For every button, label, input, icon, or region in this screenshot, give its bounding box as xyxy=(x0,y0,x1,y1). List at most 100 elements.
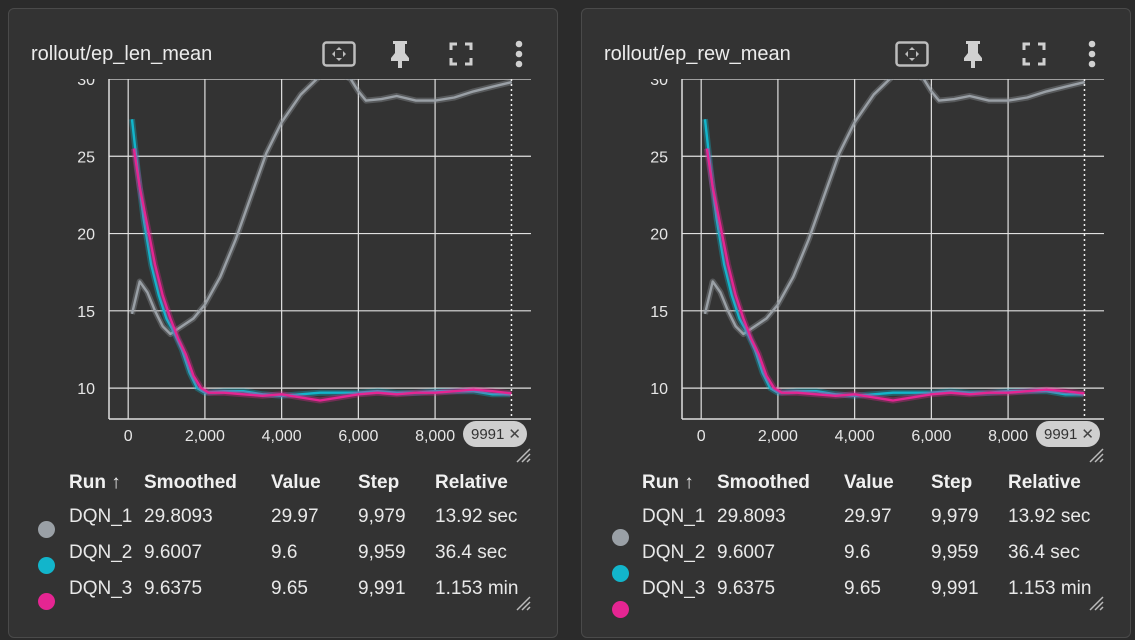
close-icon[interactable]: ✕ xyxy=(1081,426,1094,443)
x-tick-label: 4,000 xyxy=(262,428,302,445)
relative-time: 1.153 min xyxy=(435,578,519,599)
resize-handle-icon[interactable] xyxy=(513,593,531,611)
smoothed-value: 9.6375 xyxy=(717,578,776,599)
run-name: DQN_3 xyxy=(69,578,133,599)
x-tick-label: 4,000 xyxy=(835,428,875,445)
relative-time: 13.92 sec xyxy=(1008,506,1091,527)
relative-time: 36.4 sec xyxy=(435,542,507,563)
column-header-step: Step xyxy=(931,472,973,493)
y-tick-label: 10 xyxy=(650,381,668,398)
line-chart[interactable]: 0 2,000 4,000 6,000 8,000 10 15 20 25 30 xyxy=(582,79,1130,459)
run-color-dot-dqn-1 xyxy=(38,521,55,538)
table-row[interactable]: DQN_2 9.6007 9.6 9,959 36.4 sec xyxy=(69,535,535,571)
chart-title: rollout/ep_len_mean xyxy=(31,43,213,65)
resize-handle-icon[interactable] xyxy=(1086,593,1104,611)
raw-value: 9.65 xyxy=(271,578,308,599)
series-line-dqn_1[interactable] xyxy=(130,79,513,336)
resize-handle-icon[interactable] xyxy=(513,445,531,463)
x-tick-label: 0 xyxy=(697,428,706,445)
table-header-row: Run ↑ Smoothed Value Step Relative xyxy=(69,467,535,499)
y-tick-label: 20 xyxy=(77,227,95,244)
table-row[interactable]: DQN_1 29.8093 29.97 9,979 13.92 sec xyxy=(69,499,535,535)
step-selector-badge[interactable]: 9991 ✕ xyxy=(463,421,527,447)
runs-table: Run ↑ Smoothed Value Step Relative DQN_1… xyxy=(642,467,1108,607)
column-header-step: Step xyxy=(358,472,400,493)
step-selector-badge[interactable]: 9991 ✕ xyxy=(1036,421,1100,447)
table-row[interactable]: DQN_3 9.6375 9.65 9,991 1.153 min xyxy=(69,571,535,607)
pin-icon xyxy=(964,41,982,68)
step-badge-value: 9991 xyxy=(1044,425,1078,443)
raw-value: 29.97 xyxy=(844,506,892,527)
step-value: 9,991 xyxy=(358,578,406,599)
series-line-dqn_1[interactable] xyxy=(703,79,1086,336)
resize-handle-icon[interactable] xyxy=(1086,445,1104,463)
more-options-button[interactable] xyxy=(1074,37,1110,71)
step-value: 9,959 xyxy=(358,542,406,563)
x-tick-label: 8,000 xyxy=(988,428,1028,445)
fullscreen-button[interactable] xyxy=(1016,37,1052,71)
smoothed-value: 9.6007 xyxy=(144,542,203,563)
more-vert-icon xyxy=(1088,40,1096,68)
chart-card-ep-len-mean: rollout/ep_len_mean 0 2,000 4,000 6,000 8,00… xyxy=(8,8,558,638)
run-color-dot-dqn-1 xyxy=(612,529,629,546)
y-tick-label: 15 xyxy=(650,304,668,321)
step-value: 9,979 xyxy=(931,506,979,527)
relative-time: 36.4 sec xyxy=(1008,542,1080,563)
fullscreen-icon xyxy=(449,42,473,66)
series-line-dqn_3[interactable] xyxy=(132,148,512,402)
relative-time: 1.153 min xyxy=(1008,578,1092,599)
raw-value: 9.6 xyxy=(844,542,871,563)
table-row[interactable]: DQN_2 9.6007 9.6 9,959 36.4 sec xyxy=(642,535,1108,571)
x-tick-label: 6,000 xyxy=(911,428,951,445)
y-tick-label: 25 xyxy=(77,149,95,166)
raw-value: 9.65 xyxy=(844,578,881,599)
series-line-raw-dqn_1 xyxy=(129,79,513,337)
run-color-dot-dqn-2 xyxy=(612,565,629,582)
y-tick-label: 15 xyxy=(77,304,95,321)
step-value: 9,959 xyxy=(931,542,979,563)
line-chart[interactable]: 0 2,000 4,000 6,000 8,000 10 15 20 25 30 xyxy=(9,79,557,459)
x-tick-label: 0 xyxy=(124,428,133,445)
series-line-raw-dqn_3 xyxy=(130,148,512,404)
step-badge-value: 9991 xyxy=(471,425,505,443)
x-tick-label: 6,000 xyxy=(338,428,378,445)
smoothed-value: 29.8093 xyxy=(144,506,213,527)
more-options-button[interactable] xyxy=(501,37,537,71)
column-header-value: Value xyxy=(271,472,321,493)
fit-domain-icon xyxy=(322,41,356,67)
smoothed-value: 9.6007 xyxy=(717,542,776,563)
run-color-dot-dqn-3 xyxy=(612,601,629,618)
y-tick-label: 10 xyxy=(77,381,95,398)
table-row[interactable]: DQN_3 9.6375 9.65 9,991 1.153 min xyxy=(642,571,1108,607)
pin-icon xyxy=(391,41,409,68)
raw-value: 29.97 xyxy=(271,506,319,527)
raw-value: 9.6 xyxy=(271,542,298,563)
run-name: DQN_2 xyxy=(69,542,133,563)
run-color-dot-dqn-2 xyxy=(38,557,55,574)
fit-domain-button[interactable] xyxy=(894,37,930,71)
table-row[interactable]: DQN_1 29.8093 29.97 9,979 13.92 sec xyxy=(642,499,1108,535)
x-tick-label: 2,000 xyxy=(758,428,798,445)
x-tick-label: 8,000 xyxy=(415,428,455,445)
fit-domain-button[interactable] xyxy=(321,37,357,71)
run-color-dot-dqn-3 xyxy=(38,593,55,610)
fit-domain-icon xyxy=(895,41,929,67)
pin-button[interactable] xyxy=(955,37,991,71)
column-header-run[interactable]: Run ↑ xyxy=(642,472,694,493)
column-header-smoothed: Smoothed xyxy=(144,472,237,493)
run-name: DQN_1 xyxy=(69,506,133,527)
chart-title: rollout/ep_rew_mean xyxy=(604,43,791,65)
y-tick-label: 30 xyxy=(77,79,95,89)
close-icon[interactable]: ✕ xyxy=(508,426,521,443)
series-line-dqn_3[interactable] xyxy=(705,148,1085,402)
column-header-run[interactable]: Run ↑ xyxy=(69,472,121,493)
step-value: 9,979 xyxy=(358,506,406,527)
x-tick-label: 2,000 xyxy=(185,428,225,445)
step-value: 9,991 xyxy=(931,578,979,599)
y-tick-label: 30 xyxy=(650,79,668,89)
pin-button[interactable] xyxy=(382,37,418,71)
more-vert-icon xyxy=(515,40,523,68)
fullscreen-button[interactable] xyxy=(443,37,479,71)
run-name: DQN_1 xyxy=(642,506,706,527)
fullscreen-icon xyxy=(1022,42,1046,66)
